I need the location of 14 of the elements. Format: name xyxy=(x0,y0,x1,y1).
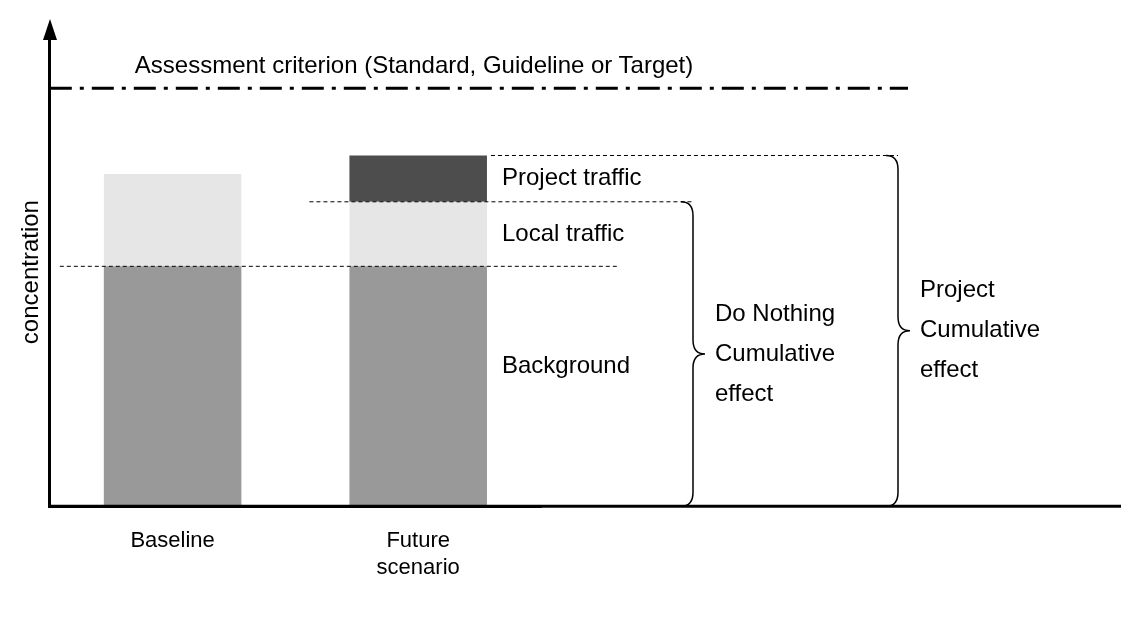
text: Do Nothing Cumulative effect xyxy=(715,298,836,406)
bar xyxy=(349,266,487,507)
text: Project Cumulative effect xyxy=(920,275,1041,383)
ref-line-label: Assessment criterion (Standard, Guideline or Target) xyxy=(134,50,694,78)
bar xyxy=(349,155,487,202)
bar xyxy=(349,201,487,267)
x-tick-label: Future scenario xyxy=(376,527,460,579)
y-axis-title: concentration xyxy=(16,200,44,345)
series-label: Local traffic xyxy=(501,218,625,246)
x-tick-label: Baseline xyxy=(130,527,215,553)
series-label: Background xyxy=(501,350,631,378)
bar xyxy=(103,266,242,507)
bar xyxy=(103,174,242,267)
series-label: Project traffic xyxy=(501,163,642,191)
